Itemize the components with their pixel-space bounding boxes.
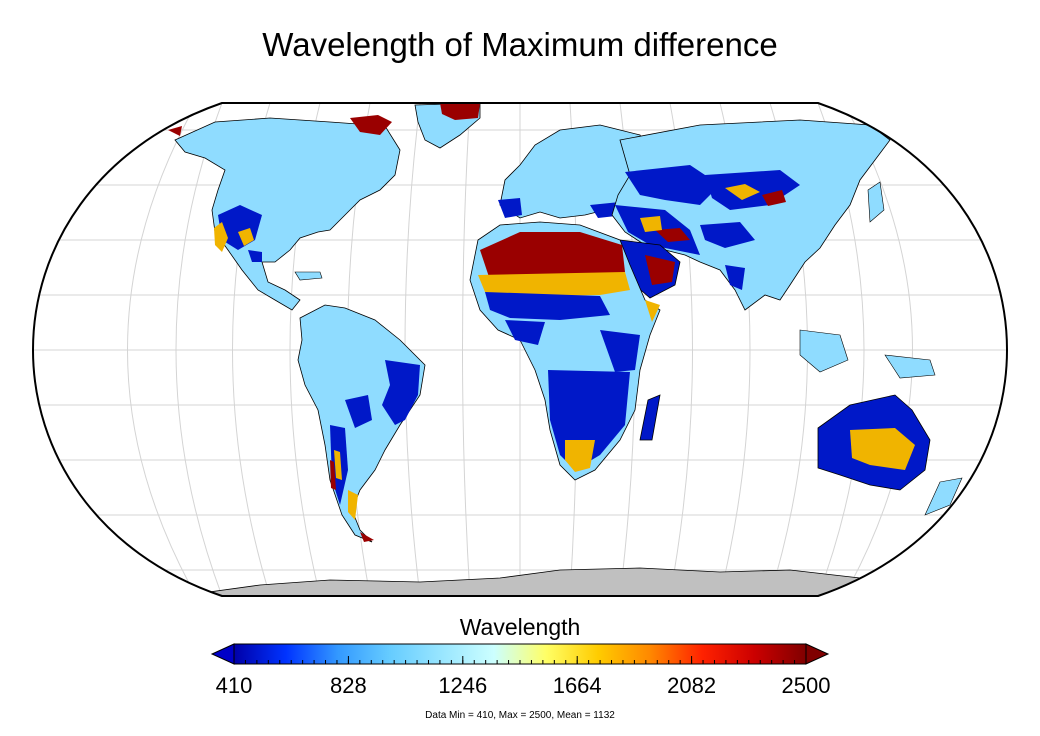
na-south-low [248,250,262,262]
new-zealand [924,477,963,516]
colorbar-tick-label: 828 [330,673,367,698]
sa-south-mid [348,490,358,520]
africa-west-low [505,320,545,345]
africa-south-mid [565,440,595,472]
africa-sahel-mid [478,272,630,296]
colorbar-tick-label: 1246 [438,673,488,698]
africa-sahel-low [485,292,610,320]
map-border [32,102,1008,597]
indonesia [799,329,849,373]
greenland-high [440,103,480,120]
na-west-mid [214,222,228,252]
asia-west-mid [640,216,662,232]
na-arctic-high-2 [168,126,182,136]
arabia-high [645,255,675,285]
japan [867,181,885,223]
africa-horn-mid [645,300,660,322]
data-stats: Data Min = 410, Max = 2500, Mean = 1132 [425,710,615,721]
africa-sahara-high [480,232,625,282]
sa-tip-high [360,532,374,542]
colorbar-tick-label: 410 [215,673,253,698]
map-title: Wavelength of Maximum difference [262,26,778,63]
asia-central-low [625,165,720,205]
colorbar-tick-label: 1664 [552,673,602,698]
sa-central-low [345,395,372,428]
na-arctic-high [350,115,392,135]
asia-mongolia-mid [725,184,760,200]
na-west-mid-2 [238,228,254,246]
sa-east-low [382,360,420,425]
asia-india-low [725,265,745,290]
europe-iberia-low [498,198,522,218]
new-guinea [884,354,936,379]
sa-andes-mid [334,450,342,480]
colorbar-tick-label: 2500 [781,673,831,698]
caribbean [294,271,323,281]
asia-tibet-high [655,228,690,242]
madagascar [639,394,661,441]
australia-interior-mid [850,428,915,470]
colorbar-title: Wavelength [459,614,581,640]
colorbar-tick-label: 2082 [667,673,717,698]
asia-mongolia-high [762,190,786,206]
asia-tibet-low [700,222,755,248]
sa-andes-high [330,460,336,490]
africa-east-low [600,330,640,372]
